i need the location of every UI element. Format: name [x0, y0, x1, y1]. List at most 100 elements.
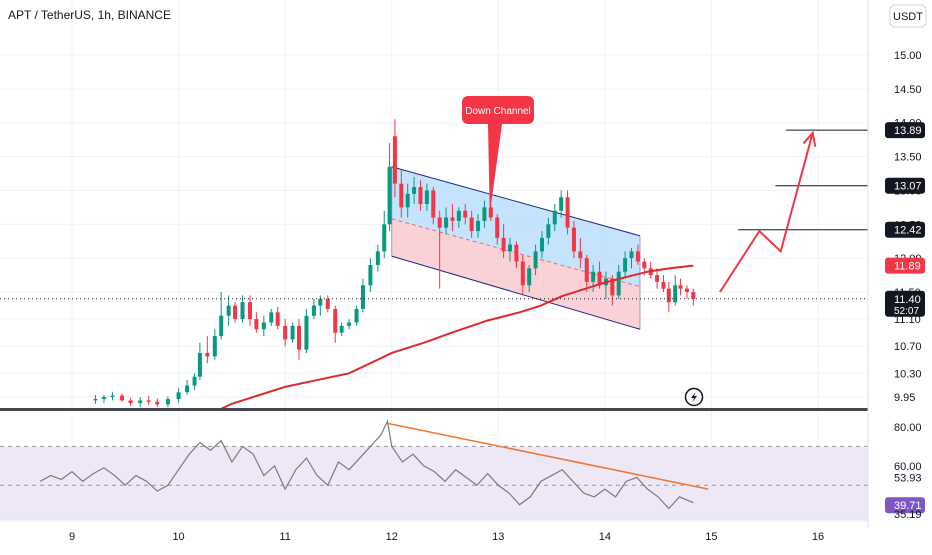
candle-body — [463, 210, 468, 218]
candle-body — [476, 220, 481, 232]
candle — [283, 319, 288, 347]
price-label-text: 12.42 — [894, 225, 922, 237]
candle — [347, 319, 352, 330]
candle — [508, 237, 513, 262]
candle-body — [283, 325, 288, 340]
candle — [146, 395, 151, 406]
price-tick-label: 10.70 — [894, 341, 922, 353]
candle — [138, 397, 143, 408]
candle — [261, 315, 266, 337]
time-tick-label: 10 — [172, 531, 184, 543]
candle-body — [325, 298, 330, 309]
tradingview-lightning-icon[interactable] — [684, 387, 704, 407]
candle — [456, 207, 461, 228]
rsi-line — [39, 419, 694, 510]
target-lines — [738, 129, 868, 231]
candle-body — [666, 288, 671, 303]
time-tick-label: 13 — [492, 531, 504, 543]
candle-body — [311, 305, 316, 316]
candle-body — [382, 224, 387, 252]
candle-body — [508, 244, 513, 252]
candle — [666, 281, 671, 313]
candle — [192, 373, 197, 391]
callout-pointer — [488, 124, 502, 215]
countdown-text: 52:07 — [894, 306, 919, 317]
candle-body — [584, 258, 589, 282]
callout-box[interactable] — [462, 96, 534, 124]
candle-body — [412, 187, 417, 194]
candle — [247, 295, 252, 326]
candle — [93, 394, 98, 404]
rsi-level-badge — [885, 497, 925, 514]
price-label-text: 11.40 — [894, 294, 921, 306]
candle — [128, 397, 133, 406]
candle-body — [571, 227, 576, 252]
candle-body — [226, 305, 231, 316]
candle — [584, 254, 589, 293]
candle-body — [469, 217, 474, 232]
candle-body — [192, 376, 197, 386]
candle — [185, 380, 190, 395]
arrow-head — [802, 130, 817, 147]
candle — [424, 183, 429, 211]
candle-body — [197, 352, 202, 377]
candle-body — [375, 251, 380, 265]
candle-body — [495, 217, 500, 238]
candle-body — [318, 298, 323, 306]
rsi-level-label: 35.19 — [894, 509, 922, 521]
candle — [623, 251, 628, 279]
moving-average — [220, 264, 694, 408]
pane-separator[interactable] — [0, 408, 868, 411]
rsi-tick-label: 80.00 — [894, 422, 922, 434]
price-label-badge — [885, 177, 925, 194]
candle — [578, 237, 583, 269]
candle-body — [290, 325, 295, 340]
candle — [565, 190, 570, 235]
candle-body — [578, 251, 583, 259]
candle-body — [233, 305, 238, 320]
candle — [205, 336, 210, 364]
candle — [176, 388, 181, 404]
time-axis[interactable]: 9 10 11 12 13 14 15 16 — [0, 519, 868, 543]
candle — [469, 210, 474, 238]
price-tick-label: 11.10 — [894, 314, 921, 326]
price-axis[interactable]: 15.0014.5014.0013.5013.0012.5012.0011.50… — [867, 0, 925, 528]
candle — [527, 264, 532, 293]
down-channel — [391, 166, 641, 330]
price-tick-label: 13.50 — [894, 152, 922, 164]
candle-body — [110, 395, 115, 397]
candle-body — [418, 187, 423, 204]
candle-body — [684, 288, 689, 293]
candle-body — [629, 251, 634, 259]
currency-button[interactable]: USDT — [889, 4, 927, 28]
candle-body — [333, 308, 338, 333]
candle — [482, 200, 487, 228]
candle — [520, 254, 525, 296]
channel-upper-fill — [391, 166, 641, 287]
rsi-level-label: 53.93 — [894, 473, 922, 485]
candle — [110, 392, 115, 401]
candle-body — [456, 210, 461, 221]
price-tick-label: 10.30 — [894, 368, 922, 380]
candle-body — [93, 399, 98, 401]
candle — [254, 312, 259, 333]
candle — [684, 285, 689, 299]
candle-body — [347, 322, 352, 326]
candle-body — [304, 315, 309, 350]
candle — [120, 393, 125, 402]
candle-body — [431, 190, 436, 218]
candle-body — [559, 197, 564, 211]
candle — [571, 220, 576, 259]
candle — [412, 176, 417, 204]
candle — [501, 224, 506, 259]
candle — [673, 275, 678, 306]
time-tick-label: 15 — [705, 531, 717, 543]
candle — [591, 264, 596, 293]
candle — [290, 322, 295, 343]
candle — [488, 203, 493, 221]
candle — [304, 308, 309, 353]
candle — [405, 183, 410, 218]
